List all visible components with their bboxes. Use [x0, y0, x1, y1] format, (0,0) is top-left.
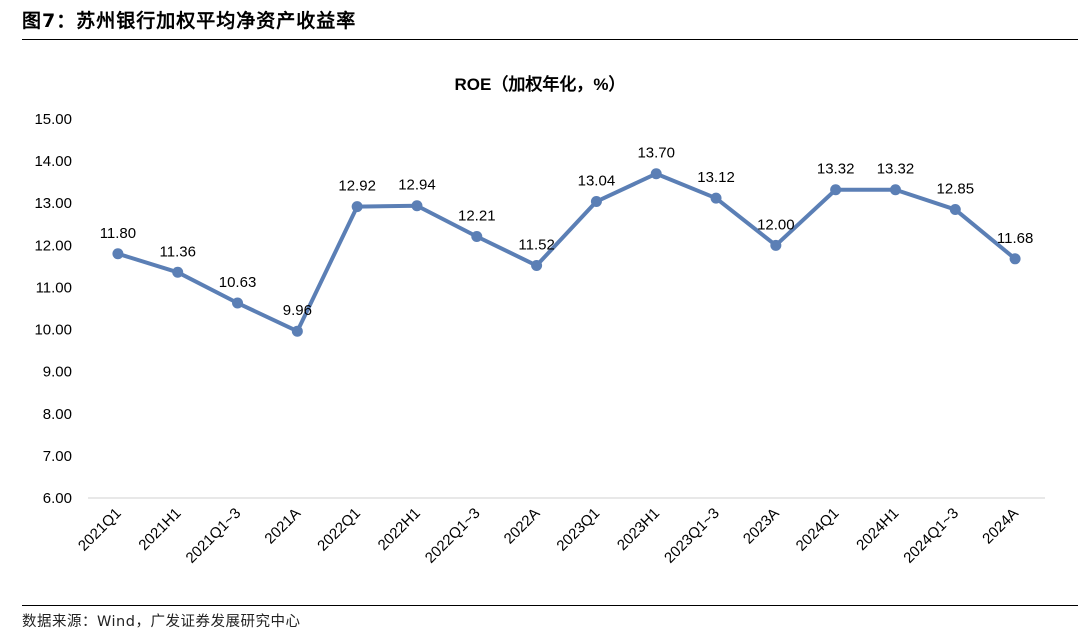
data-label: 10.63 [219, 274, 257, 291]
x-tick-label: 2024H1 [853, 505, 902, 554]
data-labels: 11.80 11.36 10.63 9.96 12.92 12.94 12.21 11.52 1… [100, 145, 1034, 319]
data-label: 11.68 [997, 230, 1033, 247]
source-note: 数据来源：Wind，广发证券发展研究中心 [22, 614, 301, 630]
data-label: 12.85 [937, 181, 975, 198]
y-tick-label: 15.00 [34, 111, 72, 128]
data-label: 12.00 [757, 216, 795, 233]
x-tick-label: 2024Q1 [793, 505, 843, 555]
data-label: 11.36 [160, 243, 196, 260]
data-label: 13.70 [637, 145, 675, 162]
data-point [471, 230, 483, 242]
data-point [232, 297, 244, 309]
data-point [710, 192, 722, 204]
y-tick-label: 7.00 [43, 448, 72, 465]
data-label: 12.92 [338, 178, 376, 195]
y-tick-label: 10.00 [34, 322, 72, 339]
x-tick-label: 2022Q1~3 [422, 505, 484, 567]
y-tick-label: 6.00 [43, 490, 72, 507]
data-label: 12.94 [398, 177, 436, 194]
x-tick-label: 2023Q1 [553, 505, 603, 555]
x-tick-label: 2023H1 [614, 505, 663, 554]
data-label: 9.96 [283, 302, 312, 319]
data-point [1009, 253, 1021, 265]
data-label: 13.12 [697, 169, 735, 186]
data-point [291, 325, 303, 337]
top-rule [22, 39, 1078, 40]
data-label: 11.52 [518, 237, 554, 254]
x-tick-label: 2024Q1~3 [900, 505, 962, 567]
bottom-rule [22, 605, 1078, 606]
x-tick-label: 2023Q1~3 [661, 505, 723, 567]
chart-title: ROE（加权年化，%） [455, 74, 626, 94]
x-tick-label: 2022A [501, 505, 544, 548]
data-point [351, 201, 363, 213]
figure-title: 图7：苏州银行加权平均净资产收益率 [22, 10, 357, 32]
roe-series-line [117, 171, 1017, 334]
y-tick-label: 12.00 [34, 237, 72, 254]
data-point [112, 248, 124, 260]
data-label: 13.04 [578, 173, 616, 190]
x-tick-label: 2023A [740, 505, 783, 548]
data-point [411, 200, 423, 212]
data-point [172, 266, 184, 278]
data-point [889, 184, 901, 196]
y-tick-label: 11.00 [36, 279, 72, 296]
data-point [531, 260, 543, 272]
y-tick-label: 14.00 [34, 153, 72, 170]
data-point [830, 184, 842, 196]
x-tick-label: 2022Q1 [314, 505, 364, 555]
data-point [770, 239, 782, 251]
data-label: 11.80 [100, 225, 136, 242]
x-tick-label: 2021A [261, 505, 304, 548]
x-tick-label: 2022H1 [375, 505, 424, 554]
y-tick-label: 13.00 [34, 195, 72, 212]
data-point [590, 196, 602, 208]
x-tick-label: 2021Q1~3 [182, 505, 244, 567]
data-label: 12.21 [458, 207, 496, 224]
data-label: 13.32 [877, 161, 915, 178]
x-tick-label: 2021Q1 [75, 505, 125, 555]
x-tick-label: 2021H1 [135, 505, 184, 554]
roe-line-chart: ROE（加权年化，%） 6.00 7.00 8.00 9.00 10.00 11.00 12… [34, 74, 1045, 567]
y-tick-label: 8.00 [43, 406, 72, 423]
x-tick-label: 2024A [979, 505, 1022, 548]
data-point [650, 168, 662, 180]
y-axis: 6.00 7.00 8.00 9.00 10.00 11.00 12.00 13.00 14.0… [34, 111, 72, 507]
y-tick-label: 9.00 [43, 364, 72, 381]
roe-points [112, 168, 1021, 337]
data-label: 13.32 [817, 161, 855, 178]
data-point [949, 204, 961, 216]
